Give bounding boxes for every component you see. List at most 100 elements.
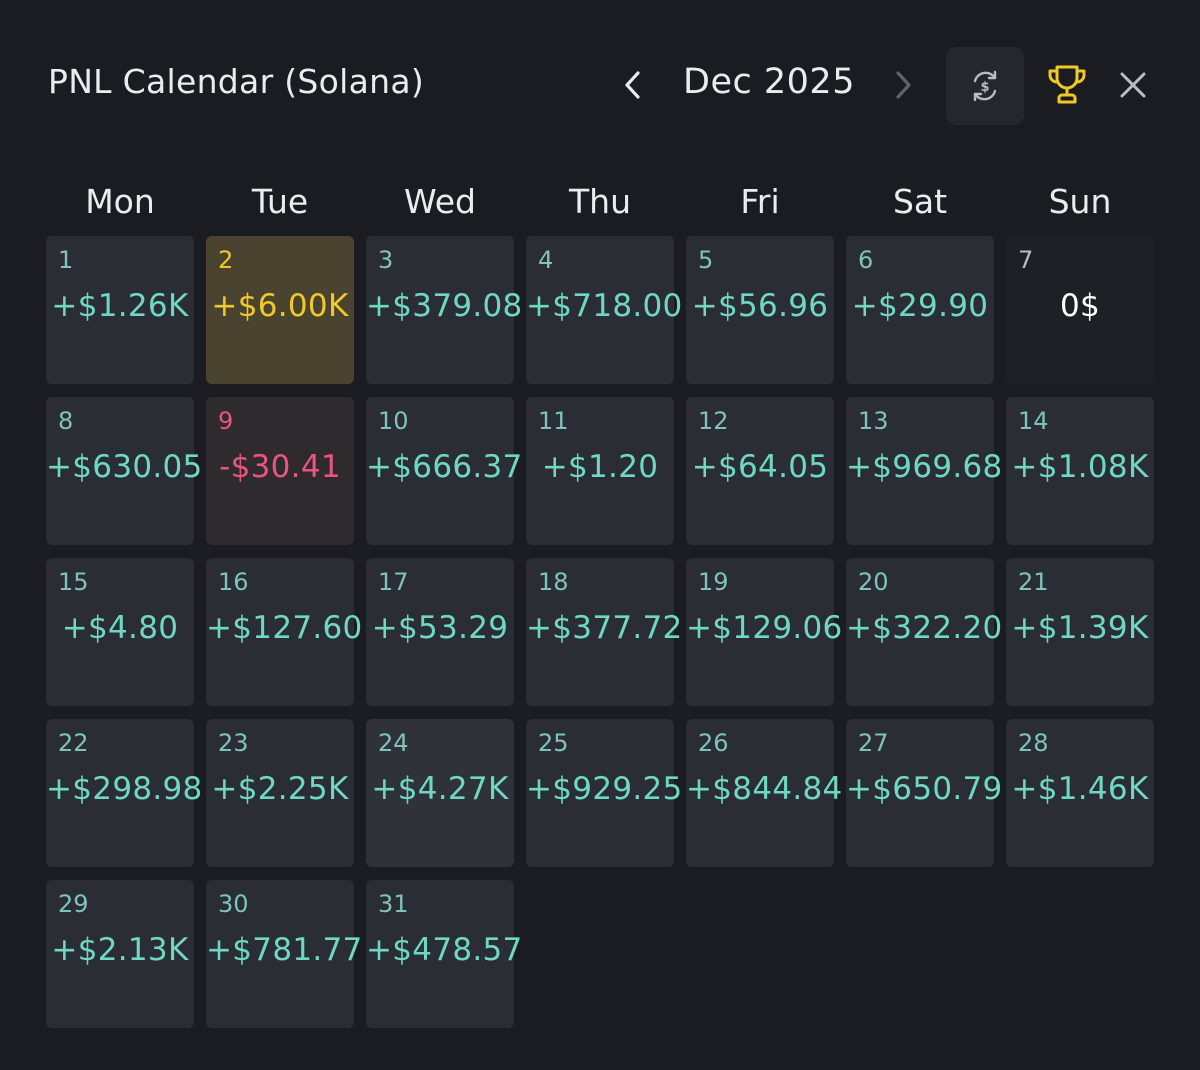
calendar-day-cell[interactable]: 27 +$650.79 xyxy=(846,719,1003,867)
leaderboard-button[interactable] xyxy=(1042,60,1092,110)
calendar-day-cell[interactable]: 31 +$478.57 xyxy=(366,880,523,1028)
current-month-label: Dec 2025 xyxy=(683,62,855,102)
day-pnl-value: +$6.00K xyxy=(211,288,349,324)
calendar-day-cell[interactable]: 11 +$1.20 xyxy=(526,397,674,545)
calendar-day-cell[interactable]: 28 +$1.46K xyxy=(1006,719,1154,867)
day-pnl-value: +$4.80 xyxy=(61,610,179,646)
day-pnl-value: +$53.29 xyxy=(371,610,509,646)
day-pnl-value: +$129.06 xyxy=(686,610,843,646)
day-number: 7 xyxy=(1018,246,1034,274)
calendar-day-cell[interactable]: 9 -$30.41 xyxy=(206,397,354,545)
calendar-day-cell[interactable]: 25 +$929.25 xyxy=(526,719,682,867)
day-number: 12 xyxy=(698,407,729,435)
day-number: 9 xyxy=(218,407,234,435)
calendar-day-cell[interactable]: 7 0$ xyxy=(1006,236,1154,384)
day-pnl-value: +$2.13K xyxy=(51,932,189,968)
day-number: 1 xyxy=(58,246,74,274)
day-number: 18 xyxy=(538,568,569,596)
calendar-day-cell[interactable]: 24 +$4.27K xyxy=(366,719,514,867)
calendar-day-cell[interactable]: 10 +$666.37 xyxy=(366,397,523,545)
day-pnl-value: +$969.68 xyxy=(846,449,1003,485)
page-title: PNL Calendar (Solana) xyxy=(48,62,425,101)
day-number: 31 xyxy=(378,890,409,918)
day-number: 26 xyxy=(698,729,729,757)
calendar-day-cell[interactable]: 16 +$127.60 xyxy=(206,558,362,706)
day-number: 24 xyxy=(378,729,409,757)
day-pnl-value: +$666.37 xyxy=(366,449,523,485)
day-pnl-value: +$718.00 xyxy=(526,288,683,324)
weekday-header: Mon Tue Wed Thu Fri Sat Sun xyxy=(46,182,1156,228)
day-number: 23 xyxy=(218,729,249,757)
calendar-day-cell[interactable]: 22 +$298.98 xyxy=(46,719,203,867)
calendar-day-cell[interactable]: 8 +$630.05 xyxy=(46,397,203,545)
chevron-right-icon xyxy=(896,71,911,99)
weekday-label: Fri xyxy=(740,182,780,221)
calendar-day-cell[interactable]: 26 +$844.84 xyxy=(686,719,843,867)
day-number: 4 xyxy=(538,246,554,274)
calendar-day-cell[interactable]: 1 +$1.26K xyxy=(46,236,194,384)
day-number: 20 xyxy=(858,568,889,596)
day-pnl-value: +$650.79 xyxy=(846,771,1003,807)
calendar-day-cell[interactable]: 17 +$53.29 xyxy=(366,558,514,706)
weekday-label: Tue xyxy=(251,182,309,221)
day-number: 17 xyxy=(378,568,409,596)
day-pnl-value: 0$ xyxy=(1059,288,1101,324)
next-month-button[interactable] xyxy=(882,64,924,106)
day-pnl-value: +$64.05 xyxy=(691,449,829,485)
day-number: 15 xyxy=(58,568,89,596)
day-number: 11 xyxy=(538,407,569,435)
calendar-grid: 1 +$1.26K 2 +$6.00K 3 +$379.08 4 +$718.00 5 +$56.… xyxy=(46,236,1156,1036)
day-pnl-value: +$781.77 xyxy=(206,932,363,968)
calendar-day-cell[interactable]: 19 +$129.06 xyxy=(686,558,843,706)
day-number: 25 xyxy=(538,729,569,757)
day-number: 28 xyxy=(1018,729,1049,757)
day-pnl-value: +$1.20 xyxy=(541,449,659,485)
day-number: 19 xyxy=(698,568,729,596)
trophy-icon xyxy=(1048,65,1086,104)
weekday-label: Sat xyxy=(892,182,948,221)
day-pnl-value: +$1.08K xyxy=(1011,449,1149,485)
currency-refresh-button[interactable]: $ xyxy=(946,47,1024,125)
day-pnl-value: +$2.25K xyxy=(211,771,349,807)
chevron-left-icon xyxy=(625,71,640,99)
previous-month-button[interactable] xyxy=(612,64,654,106)
calendar-day-cell[interactable]: 2 +$6.00K xyxy=(206,236,354,384)
calendar-day-cell[interactable]: 30 +$781.77 xyxy=(206,880,363,1028)
calendar-day-cell[interactable]: 23 +$2.25K xyxy=(206,719,354,867)
day-number: 29 xyxy=(58,890,89,918)
day-number: 10 xyxy=(378,407,409,435)
day-pnl-value: +$29.90 xyxy=(851,288,989,324)
day-pnl-value: +$844.84 xyxy=(686,771,843,807)
close-icon xyxy=(1120,72,1146,98)
weekday-label: Thu xyxy=(569,182,631,221)
close-button[interactable] xyxy=(1110,62,1156,108)
calendar-day-cell[interactable]: 5 +$56.96 xyxy=(686,236,834,384)
weekday-label: Wed xyxy=(404,182,476,221)
calendar-day-cell[interactable]: 4 +$718.00 xyxy=(526,236,683,384)
calendar-day-cell[interactable]: 13 +$969.68 xyxy=(846,397,1003,545)
calendar-day-cell[interactable]: 3 +$379.08 xyxy=(366,236,523,384)
day-pnl-value: +$1.46K xyxy=(1011,771,1149,807)
calendar-day-cell[interactable]: 14 +$1.08K xyxy=(1006,397,1154,545)
calendar-day-cell[interactable]: 12 +$64.05 xyxy=(686,397,834,545)
calendar-day-cell[interactable]: 18 +$377.72 xyxy=(526,558,683,706)
day-number: 22 xyxy=(58,729,89,757)
calendar-day-cell[interactable]: 21 +$1.39K xyxy=(1006,558,1154,706)
calendar-day-cell[interactable]: 29 +$2.13K xyxy=(46,880,194,1028)
day-pnl-value: +$298.98 xyxy=(46,771,203,807)
day-pnl-value: +$379.08 xyxy=(366,288,523,324)
day-number: 13 xyxy=(858,407,889,435)
day-pnl-value: +$1.26K xyxy=(51,288,189,324)
day-number: 16 xyxy=(218,568,249,596)
day-number: 5 xyxy=(698,246,714,274)
calendar-day-cell[interactable]: 6 +$29.90 xyxy=(846,236,994,384)
day-number: 30 xyxy=(218,890,249,918)
day-pnl-value: +$630.05 xyxy=(46,449,203,485)
calendar-day-cell[interactable]: 20 +$322.20 xyxy=(846,558,1002,706)
day-pnl-value: +$377.72 xyxy=(526,610,683,646)
day-number: 2 xyxy=(218,246,234,274)
day-pnl-value: +$478.57 xyxy=(366,932,523,968)
calendar-day-cell[interactable]: 15 +$4.80 xyxy=(46,558,194,706)
day-number: 27 xyxy=(858,729,889,757)
